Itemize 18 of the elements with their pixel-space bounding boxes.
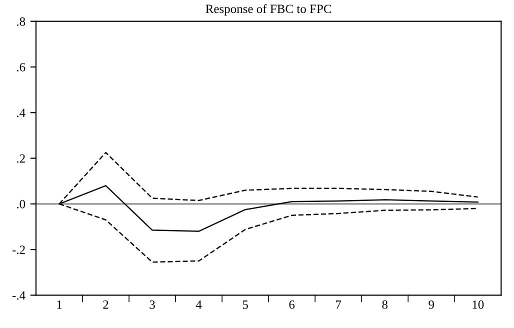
x-tick-label: 4 xyxy=(196,300,202,309)
x-tick-label: 3 xyxy=(150,300,155,309)
y-tick-label: .6 xyxy=(17,63,26,72)
y-tick-label: -.2 xyxy=(12,246,25,254)
x-tick-label: 9 xyxy=(428,300,434,309)
x-tick-label: 2 xyxy=(103,300,108,309)
y-tick-label: .2 xyxy=(17,154,25,163)
x-tick-label: 10 xyxy=(472,300,484,309)
y-tick-label: .4 xyxy=(17,108,26,118)
y-tick-label: .8 xyxy=(17,17,26,26)
x-tick-label: 6 xyxy=(289,300,295,309)
y-tick-label: .0 xyxy=(17,200,26,208)
x-tick-label: 5 xyxy=(242,300,248,309)
x-tick-label: 7 xyxy=(336,300,342,309)
x-tick-label: 8 xyxy=(382,300,388,309)
y-tick-label: -.4 xyxy=(12,291,26,300)
x-tick-label: 1 xyxy=(57,300,62,309)
chart-title: Response of FBC to FPC xyxy=(206,4,332,16)
